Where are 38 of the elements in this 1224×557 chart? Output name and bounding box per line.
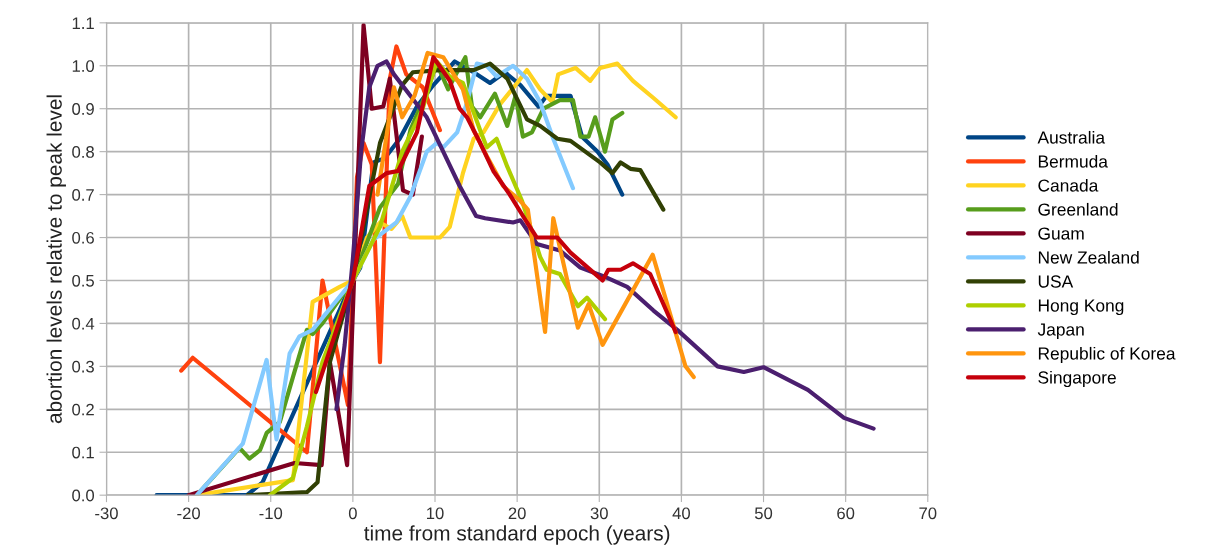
line-series [334, 59, 876, 431]
legend-label: Canada [1038, 178, 1099, 192]
legend-label: New Zealand [1038, 250, 1139, 264]
x-tick-label: 20 [508, 507, 526, 520]
legend-label: Singapore [1038, 370, 1116, 388]
legend-label: Australia [1037, 130, 1106, 144]
line-series [313, 55, 678, 395]
x-tick-label: 30 [590, 507, 608, 520]
x-tick-label: 50 [754, 507, 773, 520]
x-tick-label: 60 [837, 507, 855, 520]
y-tick-label: 1.0 [72, 60, 95, 72]
legend-label: Greenland [1038, 202, 1118, 216]
y-tick-label: 0.8 [72, 146, 94, 158]
x-tick-label: -20 [177, 507, 201, 520]
y-tick-label: 0.4 [72, 317, 95, 330]
legend-label: USA [1038, 275, 1074, 288]
x-tick-label: -30 [95, 507, 118, 520]
x-axis-title: time from standard epoch (years) [364, 525, 670, 545]
x-tick-label: -10 [259, 507, 283, 520]
y-tick-label: 1.1 [72, 17, 94, 29]
legend-label: Japan [1037, 323, 1084, 340]
y-tick-label: 0.2 [72, 403, 94, 416]
y-tick-label: 0.5 [72, 274, 94, 287]
legend-label: Bermuda [1038, 154, 1108, 168]
legend-label: Republic of Korea [1038, 346, 1176, 364]
y-tick-label: 0.6 [72, 231, 94, 244]
y-tick-label: 0.7 [72, 189, 94, 201]
legend-label: Hong Kong [1038, 299, 1124, 316]
x-tick-label: 0 [348, 507, 357, 520]
x-tick-label: 70 [919, 507, 937, 520]
y-tick-label: 0.0 [72, 489, 95, 502]
x-tick-label: 40 [672, 507, 691, 520]
y-tick-label: 0.9 [72, 103, 94, 115]
x-tick-label: 10 [427, 507, 444, 520]
legend-label: Guam [1038, 227, 1084, 240]
y-tick-label: 0.1 [72, 446, 94, 459]
y-axis-title: abortion levels relative to peak level [46, 95, 66, 424]
y-tick-label: 0.3 [72, 360, 94, 373]
